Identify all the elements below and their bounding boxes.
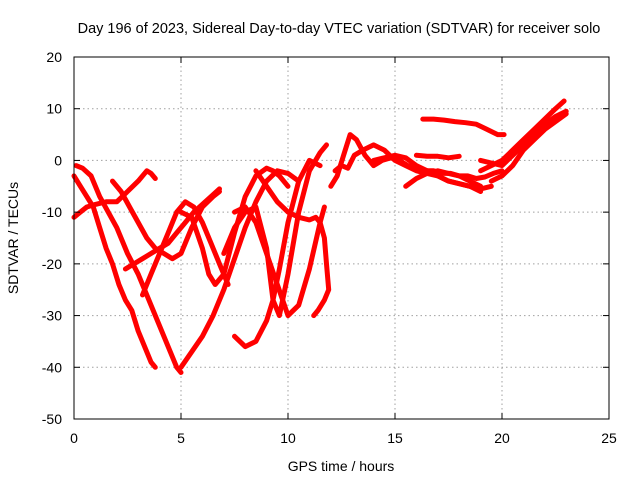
- y-tick-label: -20: [42, 256, 62, 272]
- y-tick-label: -30: [42, 308, 62, 324]
- y-tick-labels: 20 10 0 -10 -20 -30 -40 -50: [42, 49, 62, 427]
- series-line-track-18: [413, 152, 462, 161]
- y-tick-label: -40: [42, 359, 62, 375]
- series-line-track-7: [178, 168, 302, 370]
- chart-title: Day 196 of 2023, Sidereal Day-to-day VTE…: [78, 21, 601, 37]
- series-line-track-6: [140, 199, 231, 298]
- series-line-track-21: [488, 111, 569, 184]
- x-tick-label: 15: [387, 430, 403, 446]
- x-tick-labels: 0 5 10 15 20 25: [70, 430, 617, 446]
- y-tick-label: -50: [42, 411, 62, 427]
- series-group: [71, 98, 569, 375]
- series-line-track-20: [478, 108, 569, 169]
- x-tick-label: 0: [70, 430, 78, 446]
- y-tick-label: -10: [42, 204, 62, 220]
- series-line-track-9: [221, 142, 329, 319]
- series-line-track-1: [71, 173, 158, 370]
- x-tick-label: 20: [494, 430, 510, 446]
- series-line-track-5: [122, 186, 222, 272]
- y-tick-label: 0: [54, 152, 62, 168]
- series-line-track-15: [371, 152, 484, 194]
- x-tick-label: 10: [280, 430, 296, 446]
- grid: [74, 57, 609, 419]
- x-tick-label: 5: [177, 430, 185, 446]
- series-line-track-2: [73, 163, 184, 375]
- series-line-track-11: [232, 204, 327, 319]
- series-line-track-16: [403, 168, 484, 189]
- series-line-track-17: [420, 116, 507, 138]
- y-axis-label: SDTVAR / TECUs: [5, 182, 21, 294]
- series-line-track-3: [71, 168, 158, 220]
- x-axis-label: GPS time / hours: [288, 458, 395, 474]
- y-tick-label: 20: [46, 49, 62, 65]
- plot-frame: [73, 56, 610, 420]
- series-line-track-12: [253, 168, 332, 319]
- y-tick-label: 10: [46, 101, 62, 117]
- x-tick-label: 25: [601, 430, 617, 446]
- ticks: [73, 56, 610, 420]
